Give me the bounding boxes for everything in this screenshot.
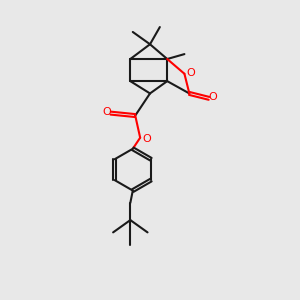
Text: O: O — [103, 107, 111, 117]
Text: O: O — [186, 68, 195, 77]
Text: O: O — [142, 134, 151, 144]
Text: O: O — [208, 92, 217, 102]
